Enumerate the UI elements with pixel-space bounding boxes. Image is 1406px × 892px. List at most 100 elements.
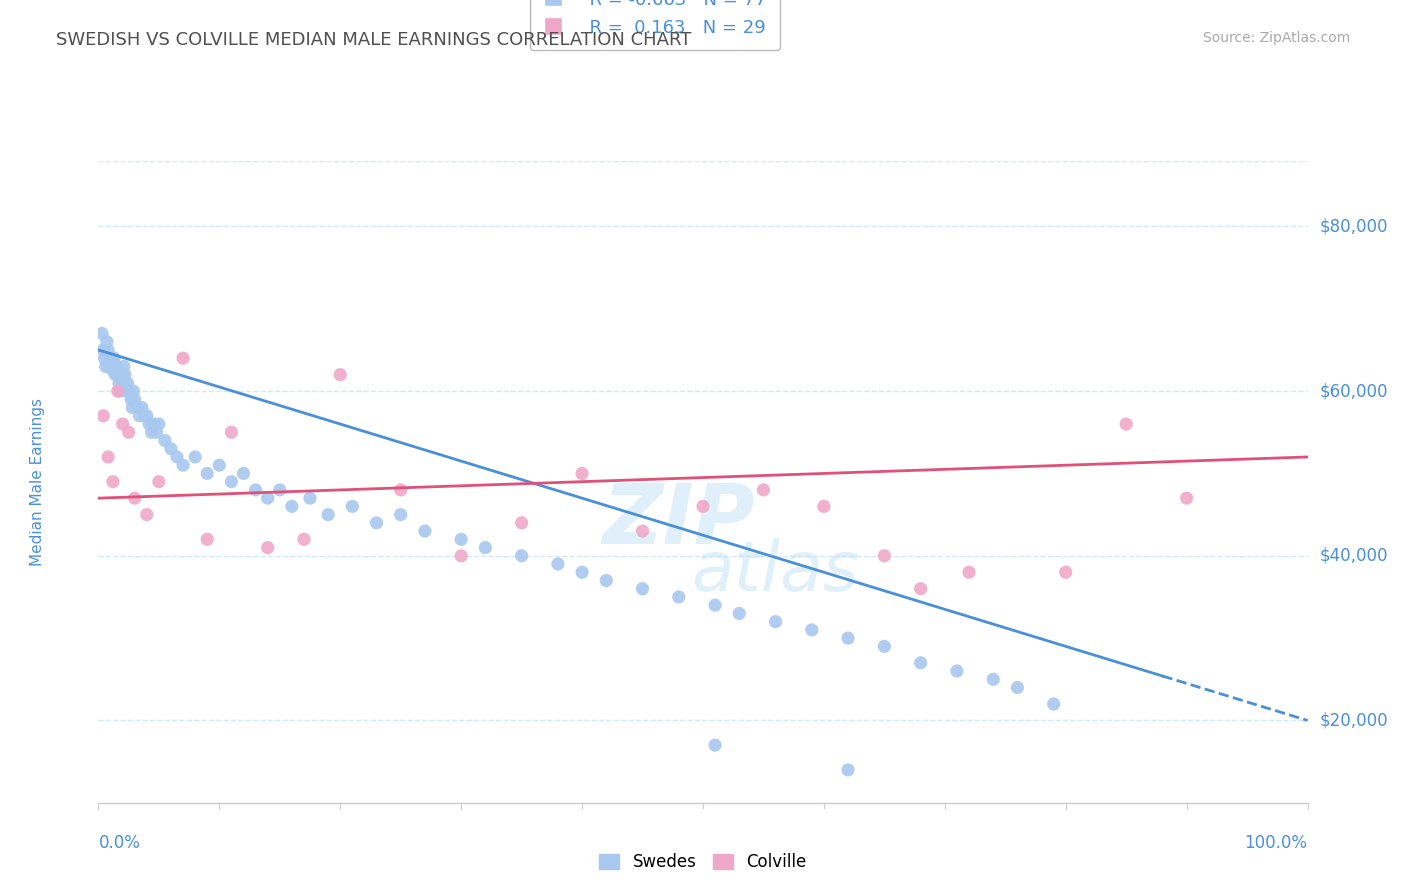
Point	[107, 384, 129, 398]
Point	[153, 434, 176, 448]
Point	[148, 475, 170, 489]
Point	[450, 533, 472, 547]
Point	[981, 673, 1004, 687]
Point	[595, 574, 617, 588]
Point	[450, 549, 472, 563]
Point	[138, 417, 160, 431]
Point	[910, 656, 932, 670]
Text: 0.0%: 0.0%	[98, 834, 141, 852]
Point	[329, 368, 352, 382]
Point	[316, 508, 339, 522]
Point	[1042, 697, 1064, 711]
Point	[110, 368, 132, 382]
Point	[105, 359, 128, 374]
Point	[107, 368, 129, 382]
Point	[837, 631, 859, 645]
Point	[160, 442, 183, 456]
Point	[298, 491, 321, 505]
Point	[413, 524, 436, 538]
Text: ZIP: ZIP	[603, 480, 755, 561]
Point	[910, 582, 932, 596]
Point	[571, 566, 593, 580]
Point	[118, 425, 141, 440]
Point	[281, 500, 304, 514]
Point	[122, 384, 145, 398]
Point	[103, 351, 125, 366]
Point	[765, 615, 787, 629]
Point	[166, 450, 188, 464]
Point	[145, 425, 167, 440]
Point	[510, 516, 533, 530]
Point	[124, 392, 146, 407]
Point	[668, 590, 690, 604]
Point	[221, 475, 243, 489]
Point	[91, 326, 114, 341]
Point	[148, 417, 170, 431]
Point	[221, 425, 243, 440]
Point	[97, 343, 120, 357]
Point	[873, 640, 896, 654]
Point	[1115, 417, 1137, 431]
Point	[631, 582, 654, 596]
Point	[96, 334, 118, 349]
Point	[117, 376, 139, 390]
Point	[704, 738, 727, 752]
Text: 100.0%: 100.0%	[1244, 834, 1308, 852]
Text: $20,000: $20,000	[1320, 712, 1388, 730]
Point	[120, 392, 142, 407]
Point	[208, 458, 231, 473]
Point	[91, 409, 114, 423]
Point	[172, 351, 194, 366]
Point	[510, 549, 533, 563]
Point	[114, 368, 136, 382]
Point	[800, 623, 823, 637]
Point	[134, 409, 156, 423]
Point	[292, 533, 315, 547]
Point	[127, 401, 149, 415]
Text: Source: ZipAtlas.com: Source: ZipAtlas.com	[1202, 31, 1350, 45]
Point	[946, 664, 969, 678]
Text: SWEDISH VS COLVILLE MEDIAN MALE EARNINGS CORRELATION CHART: SWEDISH VS COLVILLE MEDIAN MALE EARNINGS…	[56, 31, 692, 49]
Point	[704, 598, 727, 612]
Point	[97, 450, 120, 464]
Point	[184, 450, 207, 464]
Point	[1175, 491, 1198, 505]
Point	[195, 467, 218, 481]
Point	[100, 351, 122, 366]
Point	[101, 363, 124, 377]
Point	[837, 763, 859, 777]
Point	[128, 409, 150, 423]
Point	[135, 409, 157, 423]
Point	[571, 467, 593, 481]
Point	[115, 384, 138, 398]
Point	[104, 368, 127, 382]
Point	[100, 359, 122, 374]
Point	[547, 557, 569, 571]
Point	[873, 549, 896, 563]
Point	[172, 458, 194, 473]
Text: Median Male Earnings: Median Male Earnings	[31, 398, 45, 566]
Point	[813, 500, 835, 514]
Point	[141, 425, 163, 440]
Point	[1054, 566, 1077, 580]
Text: $60,000: $60,000	[1320, 382, 1388, 401]
Point	[256, 491, 278, 505]
Point	[474, 541, 496, 555]
Point	[111, 376, 134, 390]
Point	[101, 475, 124, 489]
Point	[111, 417, 134, 431]
Text: atlas: atlas	[692, 538, 859, 605]
Point	[256, 541, 278, 555]
Point	[195, 533, 218, 547]
Point	[631, 524, 654, 538]
Point	[131, 401, 153, 415]
Point	[98, 359, 121, 374]
Point	[108, 384, 131, 398]
Point	[121, 401, 143, 415]
Point	[342, 500, 364, 514]
Legend:   R = -0.663   N = 77,   R =  0.163   N = 29: R = -0.663 N = 77, R = 0.163 N = 29	[530, 0, 779, 50]
Point	[269, 483, 291, 497]
Point	[389, 483, 412, 497]
Point	[93, 351, 115, 366]
Point	[245, 483, 267, 497]
